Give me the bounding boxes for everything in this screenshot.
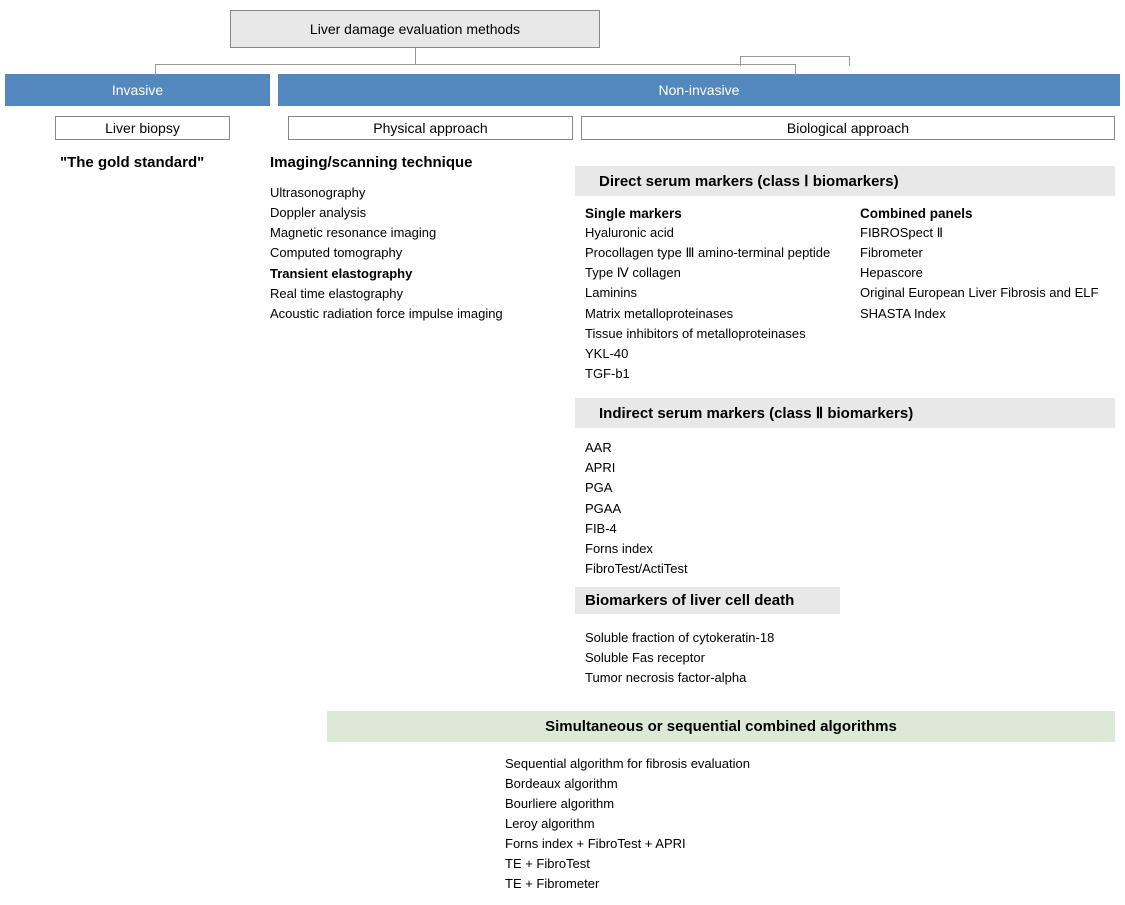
list-item: Doppler analysis bbox=[270, 203, 560, 223]
cell-death-heading: Biomarkers of liver cell death bbox=[575, 587, 840, 614]
list-item: Soluble fraction of cytokeratin-18 bbox=[585, 628, 1115, 648]
list-item: TGF-b1 bbox=[585, 364, 860, 384]
list-item: YKL-40 bbox=[585, 344, 860, 364]
direct-markers-heading: Direct serum markers (class Ⅰ biomarkers… bbox=[575, 166, 1115, 196]
content-columns: "The gold standard" Imaging/scanning tec… bbox=[5, 154, 1120, 693]
root-title: Liver damage evaluation methods bbox=[310, 21, 520, 37]
liver-biopsy-box: Liver biopsy bbox=[55, 116, 230, 140]
list-item: Real time elastography bbox=[270, 284, 560, 304]
cell-death-list: Soluble fraction of cytokeratin-18Solubl… bbox=[575, 628, 1115, 688]
list-item: FIBROSpect Ⅱ bbox=[860, 223, 1115, 243]
combined-panels-col: Combined panels FIBROSpect ⅡFibrometerHe… bbox=[860, 206, 1115, 384]
list-item: Acoustic radiation force impulse imaging bbox=[270, 304, 560, 324]
list-item: Bourliere algorithm bbox=[505, 794, 1115, 814]
physical-column: Imaging/scanning technique Ultrasonograp… bbox=[270, 154, 575, 693]
single-markers-list: Hyaluronic acidProcollagen type Ⅲ amino-… bbox=[585, 223, 860, 384]
tree-connector bbox=[5, 56, 1120, 74]
list-item: APRI bbox=[585, 458, 1115, 478]
list-item: Computed tomography bbox=[270, 243, 560, 263]
physical-approach-box: Physical approach bbox=[288, 116, 573, 140]
list-item: Ultrasonography bbox=[270, 183, 560, 203]
branches-row: Invasive Non-invasive bbox=[5, 74, 1120, 106]
list-item: Bordeaux algorithm bbox=[505, 774, 1115, 794]
list-item: Sequential algorithm for fibrosis evalua… bbox=[505, 754, 1115, 774]
list-item: Original European Liver Fibrosis and ELF bbox=[860, 283, 1115, 303]
list-item: Hyaluronic acid bbox=[585, 223, 860, 243]
list-item: FibroTest/ActiTest bbox=[585, 559, 1115, 579]
list-item: TE + FibroTest bbox=[505, 854, 1115, 874]
noninvasive-branch: Non-invasive bbox=[278, 74, 1120, 106]
list-item: Tumor necrosis factor-alpha bbox=[585, 668, 1115, 688]
list-item: Procollagen type Ⅲ amino-terminal peptid… bbox=[585, 243, 860, 263]
list-item: Forns index + FibroTest + APRI bbox=[505, 834, 1115, 854]
indirect-markers-heading: Indirect serum markers (class Ⅱ biomarke… bbox=[575, 398, 1115, 428]
algorithms-list: Sequential algorithm for fibrosis evalua… bbox=[327, 754, 1115, 895]
list-item: SHASTA Index bbox=[860, 304, 1115, 324]
list-item: PGAA bbox=[585, 499, 1115, 519]
list-item: FIB-4 bbox=[585, 519, 1115, 539]
imaging-heading: Imaging/scanning technique bbox=[270, 154, 560, 171]
list-item: TE + Fibrometer bbox=[505, 874, 1115, 894]
list-item: Type Ⅳ collagen bbox=[585, 263, 860, 283]
combined-panels-list: FIBROSpect ⅡFibrometerHepascoreOriginal … bbox=[860, 223, 1115, 324]
algorithms-heading: Simultaneous or sequential combined algo… bbox=[327, 711, 1115, 742]
list-item: PGA bbox=[585, 478, 1115, 498]
invasive-column: "The gold standard" bbox=[5, 154, 270, 693]
list-item: Soluble Fas receptor bbox=[585, 648, 1115, 668]
root-title-box: Liver damage evaluation methods bbox=[230, 10, 600, 48]
invasive-branch: Invasive bbox=[5, 74, 270, 106]
list-item: Fibrometer bbox=[860, 243, 1115, 263]
list-item: Matrix metalloproteinases bbox=[585, 304, 860, 324]
list-item: Hepascore bbox=[860, 263, 1115, 283]
biological-column: Direct serum markers (class Ⅰ biomarkers… bbox=[575, 154, 1120, 693]
single-markers-col: Single markers Hyaluronic acidProcollage… bbox=[575, 206, 860, 384]
single-markers-head: Single markers bbox=[585, 206, 860, 221]
biological-approach-box: Biological approach bbox=[581, 116, 1115, 140]
gold-standard-text: "The gold standard" bbox=[60, 154, 260, 171]
list-item: Laminins bbox=[585, 283, 860, 303]
list-item: AAR bbox=[585, 438, 1115, 458]
list-item: Forns index bbox=[585, 539, 1115, 559]
list-item: Transient elastography bbox=[270, 264, 560, 284]
list-item: Tissue inhibitors of metalloproteinases bbox=[585, 324, 860, 344]
combined-panels-head: Combined panels bbox=[860, 206, 1115, 221]
sub-branches-row: Liver biopsy Physical approach Biologica… bbox=[5, 116, 1120, 140]
algorithms-section: Simultaneous or sequential combined algo… bbox=[327, 711, 1115, 895]
direct-markers-cols: Single markers Hyaluronic acidProcollage… bbox=[575, 206, 1115, 384]
list-item: Magnetic resonance imaging bbox=[270, 223, 560, 243]
indirect-markers-list: AARAPRIPGAPGAAFIB-4Forns indexFibroTest/… bbox=[575, 438, 1115, 579]
imaging-list: UltrasonographyDoppler analysisMagnetic … bbox=[270, 183, 560, 324]
list-item: Leroy algorithm bbox=[505, 814, 1115, 834]
